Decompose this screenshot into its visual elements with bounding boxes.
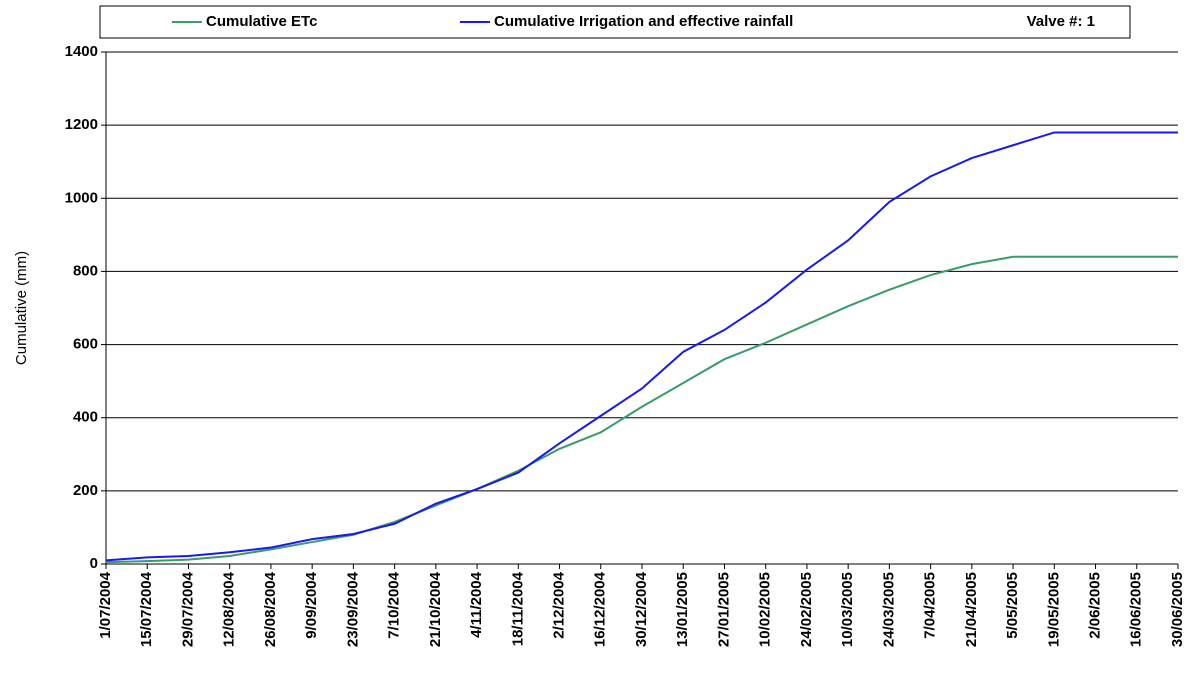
x-tick-label: 15/07/2004 [138, 571, 155, 647]
y-tick-label: 600 [73, 336, 98, 353]
y-tick-label: 200 [73, 482, 98, 499]
x-tick-label: 5/05/2005 [1004, 572, 1021, 639]
x-tick-label: 10/02/2005 [757, 572, 774, 647]
x-tick-label: 9/09/2004 [303, 571, 320, 638]
y-tick-label: 1000 [65, 189, 98, 206]
x-tick-label: 26/08/2004 [262, 571, 279, 647]
legend-note: Valve #: 1 [1027, 13, 1095, 30]
x-tick-label: 27/01/2005 [715, 572, 732, 647]
x-tick-label: 19/05/2005 [1045, 572, 1062, 647]
x-tick-label: 2/06/2005 [1087, 572, 1104, 639]
x-tick-label: 4/11/2004 [468, 571, 485, 638]
x-tick-label: 24/02/2005 [798, 572, 815, 647]
x-tick-label: 21/10/2004 [427, 571, 444, 647]
x-tick-label: 13/01/2005 [674, 572, 691, 647]
x-tick-label: 12/08/2004 [221, 571, 238, 647]
x-tick-label: 30/12/2004 [633, 571, 650, 647]
y-tick-label: 400 [73, 409, 98, 426]
y-tick-label: 0 [90, 555, 98, 572]
legend-label: Cumulative Irrigation and effective rain… [494, 13, 793, 30]
x-tick-label: 16/06/2005 [1128, 572, 1145, 647]
x-tick-label: 7/10/2004 [386, 571, 403, 638]
x-tick-label: 1/07/2004 [97, 571, 114, 638]
y-tick-label: 1400 [65, 43, 98, 60]
series-line [105, 131, 1178, 562]
x-tick-label: 18/11/2004 [509, 571, 526, 646]
y-tick-label: 800 [73, 262, 98, 279]
x-tick-label: 21/04/2005 [963, 572, 980, 647]
x-tick-label: 16/12/2004 [592, 571, 609, 647]
x-tick-label: 24/03/2005 [880, 572, 897, 647]
x-tick-label: 2/12/2004 [551, 571, 568, 638]
x-tick-label: 23/09/2004 [344, 571, 361, 647]
x-tick-label: 29/07/2004 [179, 571, 196, 647]
series-line [105, 255, 1178, 564]
x-tick-label: 7/04/2005 [922, 572, 939, 639]
legend-label: Cumulative ETc [206, 13, 317, 30]
y-tick-label: 1200 [65, 116, 98, 133]
y-axis-label: Cumulative (mm) [13, 251, 30, 365]
legend-box [99, 5, 1131, 39]
x-tick-label: 30/06/2005 [1169, 572, 1186, 647]
x-tick-label: 10/03/2005 [839, 572, 856, 647]
